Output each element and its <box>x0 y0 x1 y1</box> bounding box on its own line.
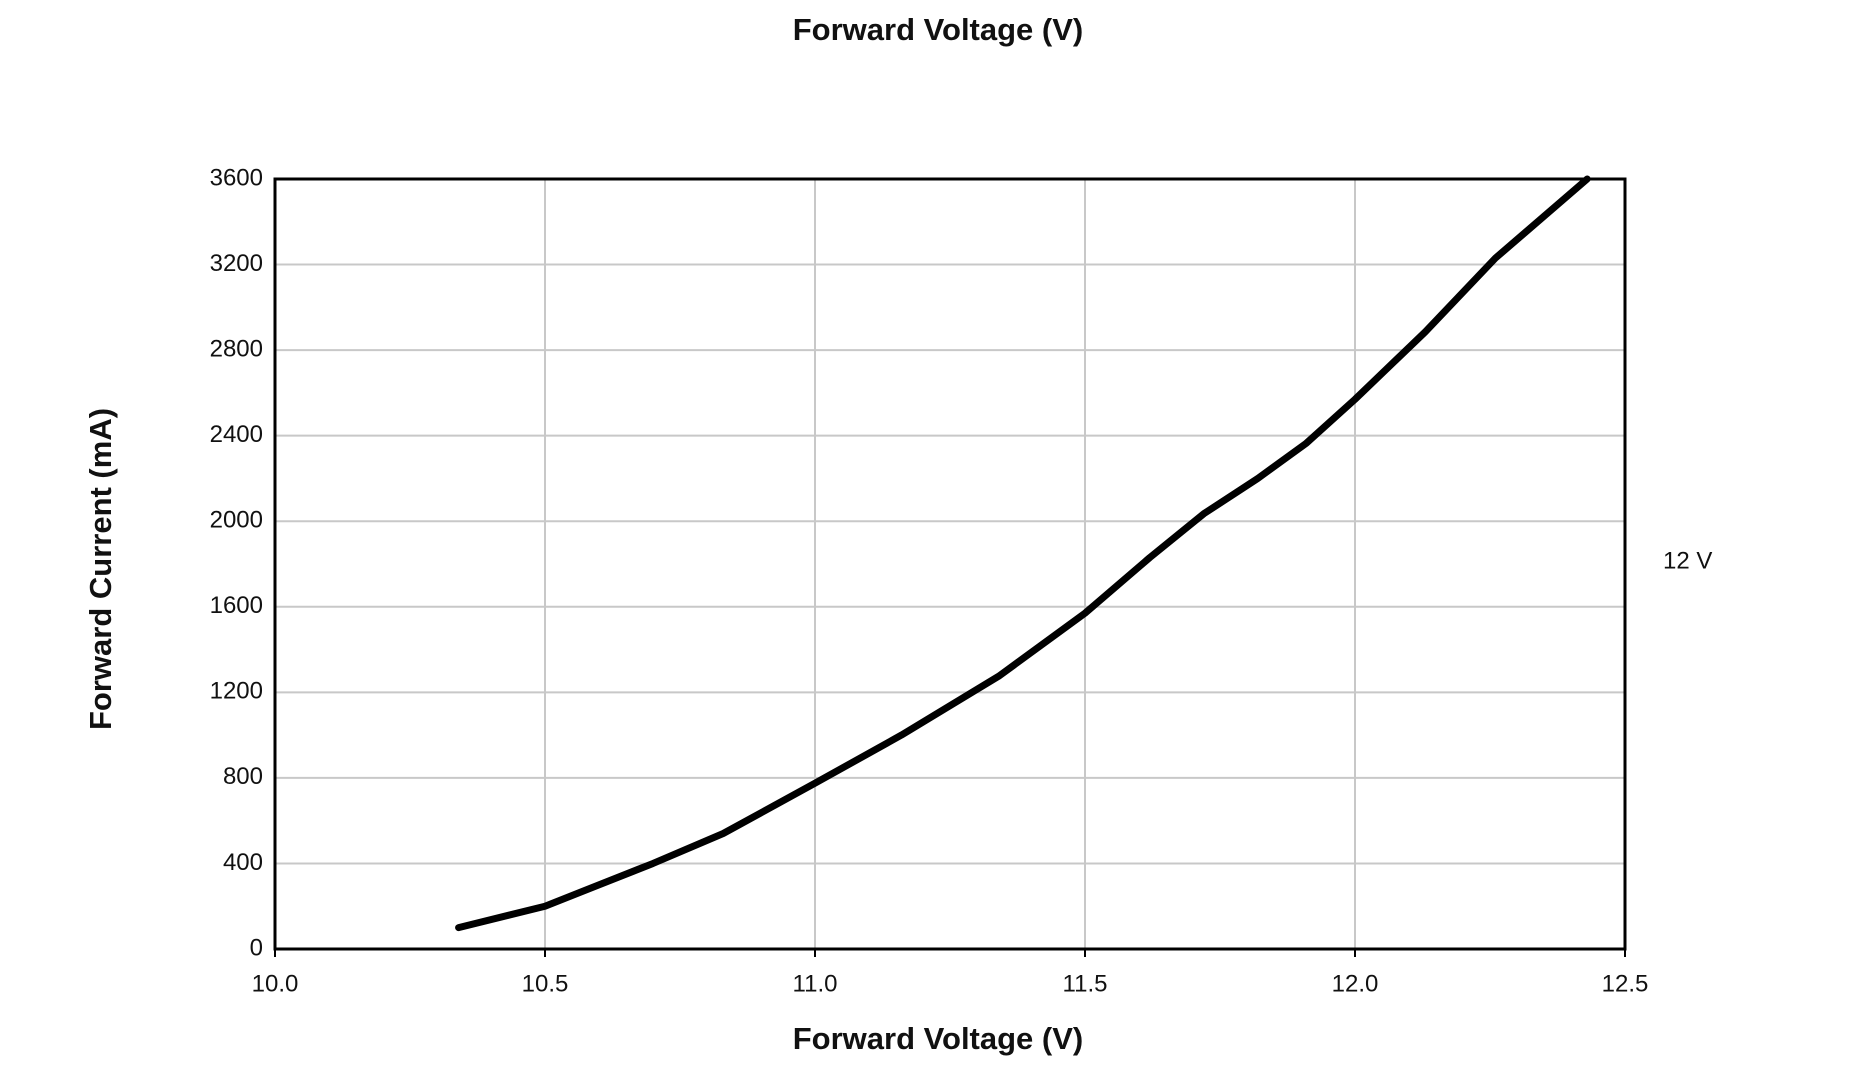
y-axis-title: Forward Current (mA) <box>83 408 118 730</box>
data-line <box>455 175 1591 932</box>
x-tick-label: 12.0 <box>1332 970 1379 997</box>
y-tick-label: 2400 <box>210 421 263 448</box>
x-tick-label: 10.5 <box>522 970 569 997</box>
y-tick-label: 1200 <box>210 678 263 705</box>
series-label: 12 V <box>1663 547 1712 574</box>
chart-title: Forward Voltage (V) <box>793 12 1084 47</box>
y-tick-label: 0 <box>250 934 263 961</box>
y-tick-label: 1600 <box>210 592 263 619</box>
x-tick-label: 12.5 <box>1602 970 1649 997</box>
y-tick-label: 800 <box>223 763 263 790</box>
y-tick-label: 400 <box>223 849 263 876</box>
x-tick-label: 11.0 <box>793 970 838 997</box>
x-axis-title: Forward Voltage (V) <box>793 1021 1084 1056</box>
y-tick-label: 3600 <box>210 164 263 191</box>
y-tick-label: 3200 <box>210 250 263 277</box>
x-tick-label: 11.5 <box>1063 970 1108 997</box>
y-tick-label: 2800 <box>210 335 263 362</box>
plot-frame <box>273 177 1627 951</box>
x-tick-label: 10.0 <box>252 970 299 997</box>
y-tick-label: 2000 <box>210 507 263 534</box>
